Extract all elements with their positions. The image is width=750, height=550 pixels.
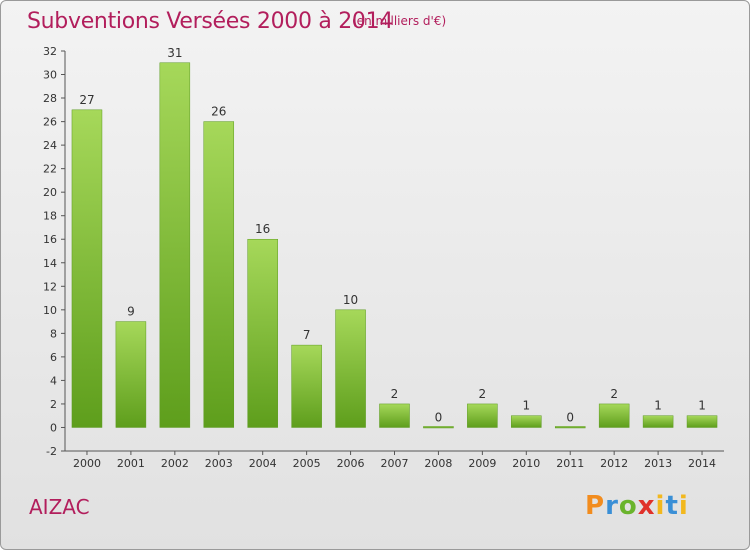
bar-2007 — [379, 403, 410, 428]
y-tick-label: 4 — [50, 374, 57, 387]
y-tick-label: 16 — [43, 233, 57, 246]
data-label-2014: 1 — [698, 399, 706, 413]
y-tick-label: 6 — [50, 351, 57, 364]
data-label-2008: 0 — [435, 410, 443, 424]
y-tick-label: 20 — [43, 186, 57, 199]
x-tick-label-2004: 2004 — [249, 457, 277, 470]
bar-2011 — [554, 426, 586, 429]
data-label-2006: 10 — [343, 293, 358, 307]
bar-2014 — [686, 415, 718, 428]
proxiti-logo: Proxiti — [585, 491, 689, 521]
y-tick-label: 32 — [43, 45, 57, 58]
x-tick-label-2000: 2000 — [73, 457, 101, 470]
bar-2004 — [247, 238, 278, 428]
x-tick-label-2005: 2005 — [293, 457, 321, 470]
data-label-2003: 26 — [211, 105, 226, 119]
data-label-2002: 31 — [167, 46, 182, 60]
y-tick-label: 14 — [43, 257, 57, 270]
bar-2003 — [203, 121, 235, 428]
x-tick-label-2001: 2001 — [117, 457, 145, 470]
y-tick-label: 2 — [50, 398, 57, 411]
bar-2008 — [423, 426, 454, 429]
bar-2005 — [291, 344, 322, 428]
bar-2000 — [71, 109, 103, 428]
bar-2012 — [598, 403, 630, 428]
y-tick-label: 28 — [43, 92, 57, 105]
bar-2009 — [467, 403, 498, 428]
y-tick-label: 22 — [43, 163, 57, 176]
bar-2002 — [159, 62, 191, 428]
x-tick-label-2009: 2009 — [468, 457, 496, 470]
data-label-2005: 7 — [303, 328, 311, 342]
x-tick-label-2002: 2002 — [161, 457, 189, 470]
data-label-2000: 27 — [79, 93, 94, 107]
data-label-2011: 0 — [566, 410, 574, 424]
data-label-2010: 1 — [522, 399, 530, 413]
x-tick-label-2014: 2014 — [688, 457, 716, 470]
y-tick-label: 0 — [50, 421, 57, 434]
y-tick-label: 8 — [50, 327, 57, 340]
x-tick-label-2010: 2010 — [512, 457, 540, 470]
y-tick-label: 18 — [43, 210, 57, 223]
data-label-2001: 9 — [127, 305, 135, 319]
x-tick-label-2006: 2006 — [337, 457, 365, 470]
data-label-2012: 2 — [610, 387, 618, 401]
data-label-2009: 2 — [479, 387, 487, 401]
y-tick-label: 12 — [43, 280, 57, 293]
y-tick-label: 30 — [43, 69, 57, 82]
x-tick-label-2008: 2008 — [424, 457, 452, 470]
x-tick-label-2012: 2012 — [600, 457, 628, 470]
bar-2010 — [511, 415, 542, 428]
x-tick-label-2007: 2007 — [381, 457, 409, 470]
y-tick-label: 26 — [43, 116, 57, 129]
data-label-2013: 1 — [654, 399, 662, 413]
x-tick-label-2003: 2003 — [205, 457, 233, 470]
data-label-2004: 16 — [255, 222, 270, 236]
x-tick-label-2013: 2013 — [644, 457, 672, 470]
y-tick-label: -2 — [46, 445, 57, 458]
data-label-2007: 2 — [391, 387, 399, 401]
commune-name: AIZAC — [29, 495, 90, 519]
bar-2001 — [115, 321, 147, 428]
y-tick-label: 24 — [43, 139, 57, 152]
y-tick-label: 10 — [43, 304, 57, 317]
bar-2013 — [642, 415, 674, 428]
chart-subtitle: (en milliers d'€) — [352, 14, 447, 28]
x-tick-label-2011: 2011 — [556, 457, 584, 470]
chart-title: Subventions Versées 2000 à 2014 — [27, 9, 394, 34]
bar-2006 — [335, 309, 366, 428]
